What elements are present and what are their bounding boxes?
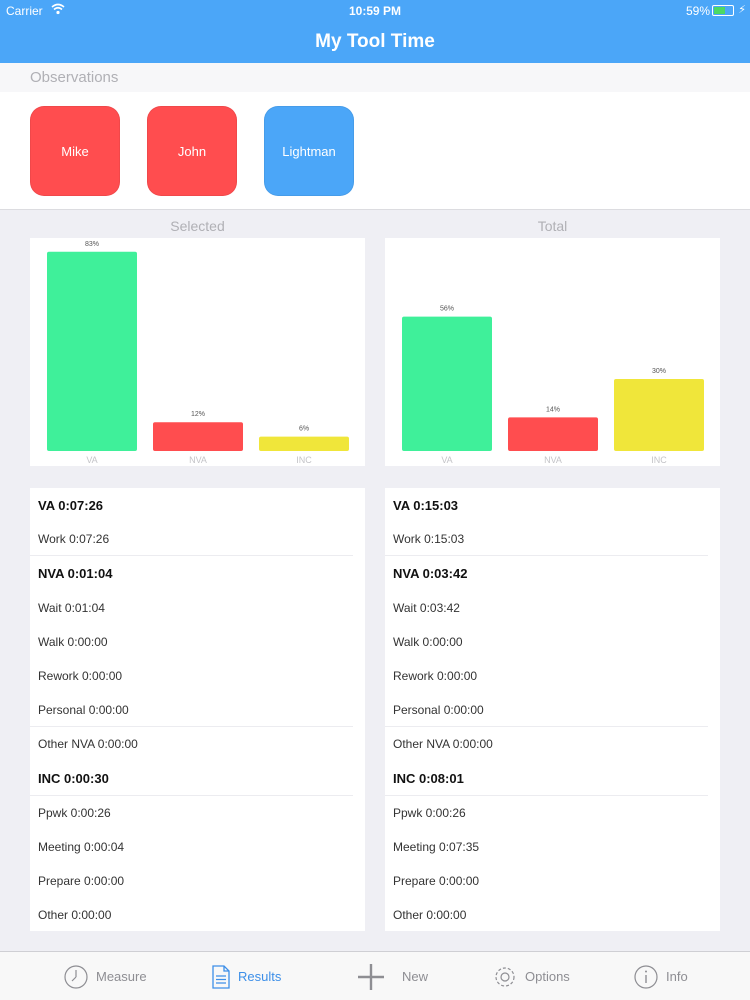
selected-title: Selected bbox=[170, 218, 225, 234]
bar-inc bbox=[614, 379, 704, 451]
info-icon bbox=[633, 964, 659, 990]
gear-icon bbox=[492, 964, 518, 990]
bar-nva bbox=[508, 417, 598, 451]
selected-breakdown: VA 0:07:26 Work 0:07:26 NVA 0:01:04 Wait… bbox=[30, 488, 365, 931]
list-item: Personal 0:00:00 bbox=[30, 693, 353, 728]
list-item: Rework 0:00:00 bbox=[38, 669, 123, 684]
selected-chart-svg: 83% VA 12% NVA 6% INC bbox=[47, 241, 349, 465]
list-item: Other 0:00:00 bbox=[393, 908, 467, 923]
nva-total: NVA 0:01:04 bbox=[38, 565, 113, 581]
list-item: Walk 0:00:00 bbox=[38, 634, 108, 649]
clock-icon bbox=[63, 964, 89, 990]
data-label: 14% bbox=[546, 406, 560, 413]
va-total: VA 0:15:03 bbox=[393, 497, 459, 513]
x-tick-label: VA bbox=[86, 455, 97, 465]
tab-label: Results bbox=[238, 969, 282, 984]
battery-percent: 59% bbox=[685, 4, 710, 18]
list-item: Prepare 0:00:00 bbox=[393, 874, 480, 889]
list-item: Wait 0:01:04 bbox=[38, 600, 105, 615]
navigation-bar: My Tool Time bbox=[0, 21, 750, 63]
tab-results[interactable]: Results bbox=[211, 952, 281, 1000]
bar-va bbox=[402, 316, 492, 451]
bar-nva bbox=[153, 422, 243, 451]
inc-total: INC 0:08:01 bbox=[385, 762, 708, 796]
document-icon bbox=[211, 964, 231, 990]
x-tick-label: INC bbox=[651, 455, 667, 465]
carrier-label: Carrier bbox=[6, 4, 43, 18]
plus-icon bbox=[356, 962, 386, 992]
nva-total: NVA 0:03:42 bbox=[393, 565, 468, 581]
list-item: Ppwk 0:00:26 bbox=[38, 805, 111, 820]
bar-va bbox=[47, 251, 137, 451]
inc-total: INC 0:00:30 bbox=[30, 762, 353, 796]
list-item: Work 0:07:26 bbox=[30, 522, 353, 557]
list-item: Other NVA 0:00:00 bbox=[393, 737, 493, 752]
tab-info[interactable]: Info bbox=[633, 952, 688, 1000]
selected-chart: 83% VA 12% NVA 6% INC bbox=[30, 238, 365, 466]
clock: 10:59 PM bbox=[348, 4, 402, 18]
x-tick-label: INC bbox=[296, 455, 312, 465]
list-item: Meeting 0:00:04 bbox=[38, 839, 125, 854]
bar-inc bbox=[259, 436, 349, 451]
tab-label: Options bbox=[525, 969, 570, 984]
total-chart: 56% VA 14% NVA 30% INC bbox=[385, 238, 720, 466]
va-total: VA 0:07:26 bbox=[38, 497, 104, 513]
x-tick-label: NVA bbox=[189, 455, 207, 465]
total-chart-svg: 56% VA 14% NVA 30% INC bbox=[402, 306, 704, 465]
observer-name: John bbox=[177, 143, 207, 159]
list-item: Prepare 0:00:00 bbox=[38, 874, 125, 889]
observer-name: Mike bbox=[61, 143, 89, 159]
tab-measure[interactable]: Measure bbox=[63, 952, 147, 1000]
list-item: Meeting 0:07:35 bbox=[393, 839, 480, 854]
observer-button-john[interactable]: John bbox=[147, 106, 237, 196]
list-item: Rework 0:00:00 bbox=[393, 669, 478, 684]
list-item: Other NVA 0:00:00 bbox=[38, 737, 138, 752]
data-label: 30% bbox=[652, 368, 666, 375]
data-label: 56% bbox=[440, 306, 454, 313]
tab-label: Measure bbox=[96, 969, 147, 984]
observations-panel: Mike John Lightman bbox=[0, 92, 750, 210]
x-tick-label: VA bbox=[441, 455, 452, 465]
status-bar: Carrier 10:59 PM 59% ⚡ bbox=[0, 0, 750, 21]
total-title: Total bbox=[537, 218, 568, 234]
data-label: 83% bbox=[85, 241, 99, 248]
tab-options[interactable]: Options bbox=[492, 952, 570, 1000]
page-title: My Tool Time bbox=[315, 31, 435, 52]
observer-button-lightman[interactable]: Lightman bbox=[264, 106, 354, 196]
data-label: 6% bbox=[299, 426, 309, 433]
list-item: Walk 0:00:00 bbox=[393, 634, 463, 649]
list-item: Work 0:15:03 bbox=[385, 522, 708, 557]
list-item: Other 0:00:00 bbox=[38, 908, 112, 923]
observer-name: Lightman bbox=[282, 143, 336, 159]
data-label: 12% bbox=[191, 411, 205, 418]
wifi-icon bbox=[51, 2, 65, 19]
observer-button-mike[interactable]: Mike bbox=[30, 106, 120, 196]
tab-bar: Measure Results New Options Info bbox=[0, 951, 750, 1000]
battery-icon bbox=[712, 5, 734, 16]
list-item: Wait 0:03:42 bbox=[393, 600, 460, 615]
list-item: Personal 0:00:00 bbox=[385, 693, 708, 728]
total-breakdown: VA 0:15:03 Work 0:15:03 NVA 0:03:42 Wait… bbox=[385, 488, 720, 931]
tab-label: Info bbox=[666, 969, 688, 984]
observations-header: Observations bbox=[0, 63, 750, 92]
tab-label: New bbox=[402, 969, 429, 984]
list-item: Ppwk 0:00:26 bbox=[393, 805, 466, 820]
charging-icon: ⚡ bbox=[738, 4, 746, 16]
tab-new[interactable]: New bbox=[356, 952, 428, 1000]
x-tick-label: NVA bbox=[544, 455, 562, 465]
